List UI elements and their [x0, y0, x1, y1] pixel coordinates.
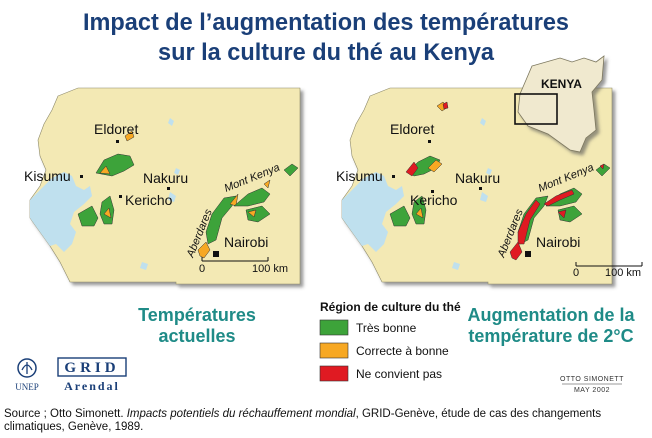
- lake-naivasha-right: [480, 192, 488, 202]
- tea-zone: [245, 205, 271, 223]
- tea-zone: [405, 161, 419, 177]
- tea-zone: [197, 241, 211, 259]
- tea-zone: [415, 207, 424, 219]
- legend-swatch-tres-bonne: [319, 319, 349, 336]
- legend: Région de culture du thé Très bonne Corr…: [319, 300, 461, 382]
- lake-magadi-left: [140, 262, 148, 270]
- panel-title-current-line-2: actuelles: [158, 326, 235, 346]
- lake-nakuru-left: [174, 168, 180, 175]
- credit-date: MAY 2002: [574, 387, 610, 394]
- lake-baringo-right: [480, 118, 486, 126]
- town-marker-nairobi: [525, 251, 531, 257]
- panel-title-plus2-line-1: Augmentation de la: [467, 305, 635, 325]
- unep-logo: UNEP: [15, 358, 39, 392]
- tea-zone: [283, 163, 299, 177]
- panel-title-plus2-line-2: température de 2°C: [468, 326, 633, 346]
- grid-logo-box: [57, 357, 127, 377]
- tea-zone: [509, 241, 523, 261]
- town-marker-nakuru: [167, 187, 170, 190]
- town-label-eldoret: Eldoret: [390, 121, 434, 137]
- town-label-kericho: Kericho: [410, 192, 458, 208]
- map-left-details: Eldoret Kisumu Nakuru Kericho Nairobi Mo…: [24, 118, 299, 275]
- tea-zone: [124, 130, 135, 142]
- town-label-nairobi: Nairobi: [224, 234, 268, 250]
- town-label-eldoret: Eldoret: [94, 121, 138, 137]
- town-marker-eldoret: [428, 140, 431, 143]
- town-marker-kericho: [431, 190, 434, 193]
- tea-zone: [229, 193, 239, 207]
- source-suffix: , GRID-Genève, étude de cas des changeme…: [4, 408, 602, 433]
- scale-bar: 0 100 km: [199, 257, 288, 275]
- legend-label-correcte-a-bonne: Correcte à bonne: [356, 344, 449, 358]
- legend-label-ne-convient-pas: Ne convient pas: [356, 367, 442, 381]
- credit-author: OTTO SIMONETT: [560, 376, 624, 383]
- arendal-logo-text: Arendal: [64, 379, 120, 393]
- tea-zone: [77, 205, 99, 227]
- tea-zone: [599, 163, 605, 170]
- town-label-kisumu: Kisumu: [24, 168, 71, 184]
- town-label-kericho: Kericho: [125, 192, 173, 208]
- scale-label-100km: 100 km: [252, 263, 288, 275]
- tea-zone: [389, 205, 411, 227]
- town-label-nakuru: Nakuru: [143, 170, 188, 186]
- legend-title: Région de culture du thé: [320, 300, 461, 314]
- tea-zone: [205, 195, 237, 245]
- infographic-svg: Impact de l’augmentation des température…: [15, 9, 643, 394]
- tea-zone: [247, 209, 257, 218]
- town-marker-nakuru: [479, 187, 482, 190]
- town-marker-nairobi: [213, 251, 219, 257]
- source-prefix: Source ; Otto Simonett.: [4, 408, 127, 420]
- town-marker-kisumu: [80, 175, 83, 178]
- grid-logo-text: GRID: [64, 360, 119, 376]
- unep-emblem: [17, 358, 37, 378]
- scale-bar: 0 100 km: [573, 262, 643, 279]
- unep-text: UNEP: [15, 382, 39, 392]
- inset-label-kenya: KENYA: [541, 77, 582, 91]
- town-label-nakuru: Nakuru: [455, 170, 500, 186]
- lake-victoria-right: [342, 172, 404, 252]
- town-marker-eldoret: [116, 140, 119, 143]
- scale-label-100km: 100 km: [605, 267, 641, 279]
- inset-kenya-shape: [517, 55, 605, 153]
- source-title: Impacts potentiels du réchauffement mond…: [126, 408, 356, 420]
- tea-zone: [543, 189, 575, 207]
- inset-study-area-box: [514, 93, 558, 125]
- inset-map-kenya: KENYA: [514, 55, 605, 153]
- panel-title-current-line-1: Températures: [138, 305, 256, 325]
- lake-baringo-left: [168, 118, 174, 126]
- tea-zone: [263, 179, 271, 189]
- town-marker-kisumu: [392, 175, 395, 178]
- legend-swatch-correcte-a-bonne: [319, 342, 349, 359]
- legend-label-tres-bonne: Très bonne: [356, 321, 417, 335]
- lake-victoria-left: [30, 172, 92, 252]
- scale-label-zero: 0: [573, 267, 579, 279]
- tea-zone: [233, 187, 271, 207]
- tea-zone: [427, 159, 443, 173]
- tea-zone: [557, 209, 567, 219]
- town-label-kisumu: Kisumu: [336, 168, 383, 184]
- lake-naivasha-left: [168, 192, 176, 202]
- tea-zone: [103, 207, 112, 219]
- lake-nakuru-right: [486, 168, 492, 175]
- town-label-nairobi: Nairobi: [536, 234, 580, 250]
- lake-magadi-right: [452, 262, 460, 270]
- tea-zone: [442, 101, 449, 110]
- title-line-2: sur la culture du thé au Kenya: [158, 39, 495, 66]
- grid-arendal-logo: GRID Arendal: [57, 357, 127, 393]
- unep-emblem-mark: [21, 362, 33, 374]
- town-marker-kericho: [119, 195, 122, 198]
- title-line-1: Impact de l’augmentation des température…: [83, 9, 569, 36]
- tea-zone: [99, 165, 111, 175]
- legend-swatch-ne-convient-pas: [319, 365, 349, 382]
- source-citation: Source ; Otto Simonett. Impacts potentie…: [4, 408, 648, 434]
- scale-label-zero: 0: [199, 263, 205, 275]
